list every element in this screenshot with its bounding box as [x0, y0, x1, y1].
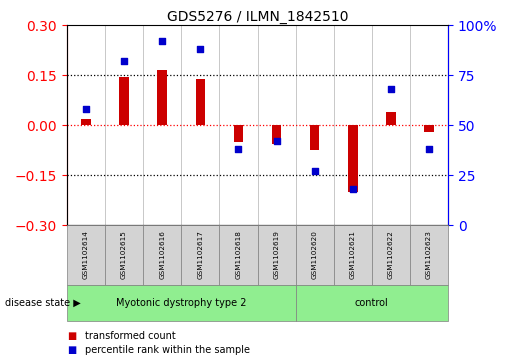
Point: [158, 38, 166, 44]
Bar: [424, 125, 434, 132]
Point: [272, 138, 281, 144]
Text: GSM1102620: GSM1102620: [312, 231, 318, 280]
Text: percentile rank within the sample: percentile rank within the sample: [85, 345, 250, 355]
Bar: [158, 70, 167, 125]
Point: [349, 186, 357, 192]
Text: GSM1102621: GSM1102621: [350, 231, 356, 280]
Bar: [348, 125, 357, 192]
Point: [120, 58, 128, 64]
Text: ■: ■: [67, 345, 76, 355]
Text: GSM1102622: GSM1102622: [388, 231, 394, 280]
Bar: [272, 125, 281, 143]
Bar: [386, 112, 396, 125]
Text: GSM1102618: GSM1102618: [235, 231, 242, 280]
Title: GDS5276 / ILMN_1842510: GDS5276 / ILMN_1842510: [167, 11, 348, 24]
Text: GSM1102623: GSM1102623: [426, 231, 432, 280]
Bar: [310, 125, 319, 150]
Text: Myotonic dystrophy type 2: Myotonic dystrophy type 2: [116, 298, 247, 308]
Text: ■: ■: [67, 331, 76, 341]
Bar: [196, 79, 205, 125]
Text: GSM1102617: GSM1102617: [197, 231, 203, 280]
Bar: [81, 119, 91, 125]
Text: control: control: [355, 298, 389, 308]
Bar: [234, 125, 243, 142]
Point: [311, 168, 319, 174]
Point: [425, 146, 433, 152]
Point: [387, 86, 395, 92]
Text: GSM1102619: GSM1102619: [273, 231, 280, 280]
Point: [196, 46, 204, 52]
Bar: [119, 77, 129, 125]
Text: GSM1102615: GSM1102615: [121, 231, 127, 280]
Point: [234, 146, 243, 152]
Point: [82, 106, 90, 112]
Text: GSM1102614: GSM1102614: [83, 231, 89, 280]
Text: transformed count: transformed count: [85, 331, 176, 341]
Text: GSM1102616: GSM1102616: [159, 231, 165, 280]
Text: disease state ▶: disease state ▶: [5, 298, 81, 308]
